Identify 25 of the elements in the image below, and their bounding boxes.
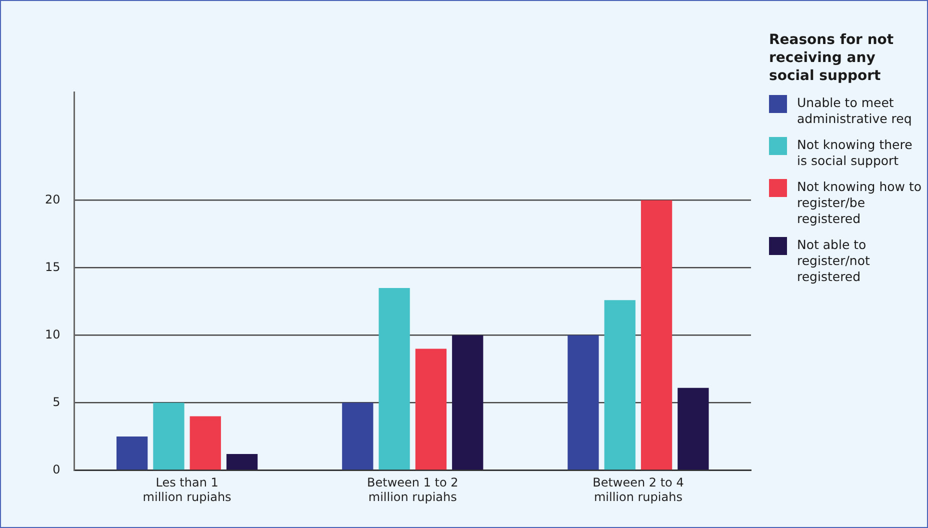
bar [640, 200, 672, 470]
bar [342, 402, 374, 470]
y-tick-label: 0 [52, 462, 60, 476]
legend-label: Not knowing there is social support [797, 137, 914, 169]
bar [116, 436, 148, 470]
bar [604, 300, 636, 470]
x-tick-label: Les than 1 million rupiahs [142, 476, 232, 504]
y-tick-label: 15 [44, 260, 60, 274]
legend-label: Not knowing how to register/be registered [797, 179, 923, 227]
legend-label: Not able to register/not registered [797, 237, 871, 285]
bar [415, 348, 447, 470]
x-tick-label: Between 1 to 2 million rupiahs [367, 476, 458, 504]
bar [568, 335, 599, 470]
y-tick-label: 20 [44, 192, 60, 206]
legend-title: Reasons for not receiving any social support [769, 31, 895, 85]
bar [678, 388, 709, 470]
y-tick-label: 5 [52, 394, 60, 409]
x-tick-label: Between 2 to 4 million rupiahs [592, 476, 684, 504]
bar [153, 402, 184, 470]
bar [378, 288, 410, 470]
legend-label: Unable to meet administrative req [797, 95, 913, 127]
bar [190, 416, 221, 470]
bar [226, 454, 258, 470]
bar [452, 335, 484, 470]
y-tick-label: 10 [44, 327, 60, 342]
